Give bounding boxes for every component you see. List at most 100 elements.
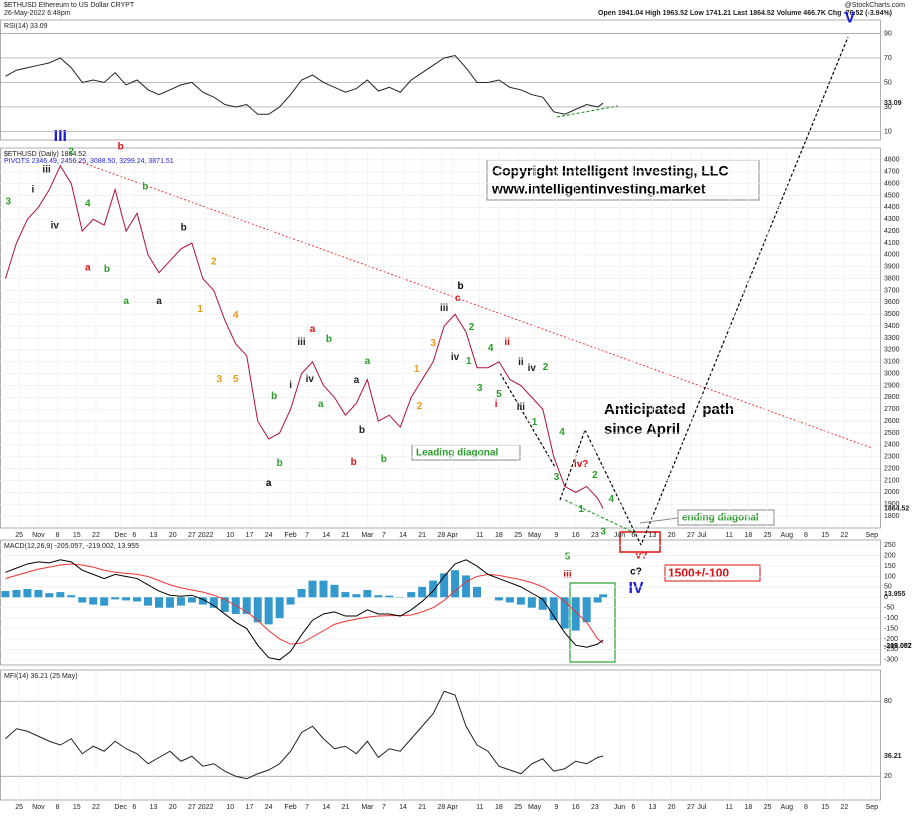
x-tick-label: 8 <box>804 804 808 811</box>
header-source: @StockCharts.com <box>845 2 906 9</box>
histogram-bar <box>23 588 32 598</box>
x-tick-label: 20 <box>668 532 676 539</box>
header-date: 26-May-2022 6:48pm <box>4 10 71 17</box>
wave-label: 1 <box>466 356 472 367</box>
x-tick-label: 16 <box>572 532 580 539</box>
histogram-bar <box>352 594 361 598</box>
y-tick-label: 2500 <box>884 430 900 437</box>
y-tick-label: 2300 <box>884 454 900 461</box>
wave-label: 5 <box>233 374 239 385</box>
x-tick-label: 6 <box>132 804 136 811</box>
x-tick-label: 8 <box>56 532 60 539</box>
x-tick-label: 23 <box>591 532 599 539</box>
histogram-bar <box>429 580 438 598</box>
x-tick-label: 11 <box>476 804 483 811</box>
x-tick-label: 25 <box>514 532 522 539</box>
y-tick-label: 4600 <box>884 180 900 187</box>
y-tick-label: 3100 <box>884 359 900 366</box>
x-tick-label: 25 <box>15 532 23 539</box>
histogram-bar <box>1 591 10 598</box>
x-tick-label: 18 <box>745 804 753 811</box>
x-tick-label: 11 <box>726 804 733 811</box>
y-tick-label: 2400 <box>884 442 900 449</box>
x-tick-label: 22 <box>840 532 848 539</box>
histogram-bar <box>341 592 350 598</box>
wave-label: a <box>156 296 162 307</box>
x-tick-label: 23 <box>591 804 599 811</box>
x-tick-label: Feb <box>285 532 297 539</box>
wave-label: b <box>277 458 283 469</box>
wave-label: 1 <box>197 304 203 315</box>
y-tick-label: 80 <box>884 698 892 705</box>
last-value: 33.09 <box>884 100 902 107</box>
histogram-bar <box>494 597 503 601</box>
price-line <box>5 54 604 115</box>
wave-label: 3 <box>554 472 560 483</box>
target-note: 1500+/-100 <box>668 566 729 580</box>
histogram-bar <box>319 580 328 598</box>
y-tick-label: 2900 <box>884 382 900 389</box>
macd-line <box>5 563 604 645</box>
x-tick-label: May <box>528 532 542 539</box>
x-tick-label: 25 <box>764 804 772 811</box>
wave-label: 2 <box>211 256 217 267</box>
wave-label: b <box>458 281 464 292</box>
x-tick-label: 15 <box>821 532 829 539</box>
header-quote: Open 1941.04 High 1963.52 Low 1741.21 La… <box>598 10 892 17</box>
wave-label: 4 <box>609 494 615 505</box>
x-tick-label: 28 <box>437 804 445 811</box>
histogram-bar <box>253 597 262 623</box>
last-value: 1864.52 <box>884 505 909 512</box>
header-title: $ETHUSD Ethereum to US Dollar CRYPT <box>4 2 135 9</box>
y-tick-label: 3200 <box>884 347 900 354</box>
histogram-bar <box>599 594 608 598</box>
y-tick-label: 4200 <box>884 228 900 235</box>
x-tick-label: 18 <box>495 532 503 539</box>
x-tick-label: 15 <box>73 532 81 539</box>
histogram-bar <box>571 597 580 631</box>
wave-label: c <box>455 293 461 304</box>
y-tick-label: 3000 <box>884 370 900 377</box>
wave-label: c? <box>630 567 642 578</box>
histogram-bar <box>538 597 547 610</box>
x-tick-label: 7 <box>382 532 386 539</box>
wave-label: ii <box>518 357 524 368</box>
y-tick-label: -50 <box>884 605 894 612</box>
wave-label: v? <box>636 551 648 562</box>
x-tick-label: 2022 <box>198 532 214 539</box>
x-tick-label: Nov <box>32 804 45 811</box>
x-tick-label: 14 <box>322 532 330 539</box>
x-tick-label: 17 <box>246 532 254 539</box>
wave-label: V <box>845 9 856 26</box>
wave-label: b <box>181 222 187 233</box>
x-tick-label: 22 <box>92 804 100 811</box>
x-tick-label: 6 <box>132 532 136 539</box>
y-tick-label: 4400 <box>884 204 900 211</box>
wave-label: i <box>289 380 292 391</box>
target-box <box>664 564 761 582</box>
wave-label: iii <box>297 337 306 348</box>
histogram-bar <box>155 597 164 608</box>
wave-label: b <box>381 454 387 465</box>
x-tick-label: 7 <box>305 532 309 539</box>
histogram-bar <box>385 595 394 598</box>
wave-label: a <box>365 356 371 367</box>
wave-label: iii <box>563 570 572 581</box>
histogram-bar <box>582 597 591 623</box>
y-tick-label: -100 <box>884 615 898 622</box>
x-tick-label: 18 <box>495 804 503 811</box>
x-tick-label: 22 <box>92 532 100 539</box>
x-tick-label: Aug <box>781 804 794 811</box>
x-tick-label: Sep <box>866 804 879 811</box>
histogram-bar <box>133 597 142 602</box>
y-tick-label: 2800 <box>884 394 900 401</box>
histogram-bar <box>527 597 536 608</box>
y-tick-label: 2600 <box>884 418 900 425</box>
wave-label: 4 <box>488 343 494 354</box>
x-tick-label: 6 <box>631 532 635 539</box>
x-tick-label: 27 <box>188 532 196 539</box>
x-tick-label: 11 <box>726 532 733 539</box>
wave-label: 2 <box>417 401 423 412</box>
x-tick-label: 20 <box>169 532 177 539</box>
